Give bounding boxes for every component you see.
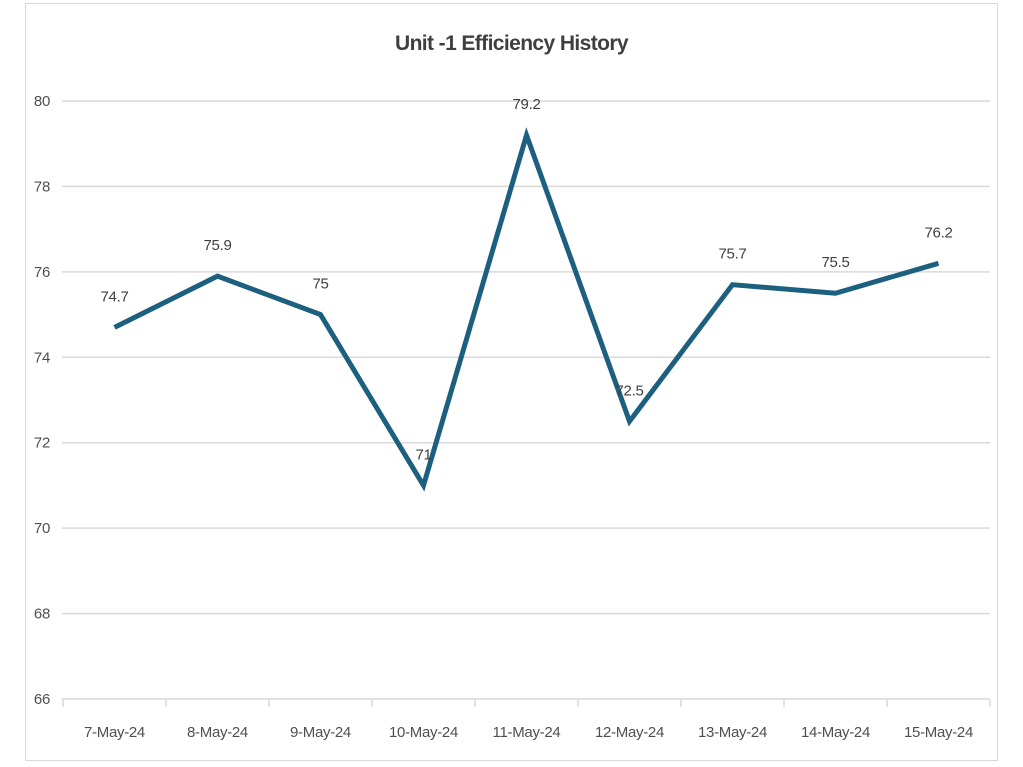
y-axis-tick-label: 68: [34, 606, 50, 623]
y-axis-tick-label: 70: [34, 520, 50, 537]
x-axis-tick-label: 13-May-24: [698, 724, 767, 741]
x-axis-tick-label: 10-May-24: [389, 724, 458, 741]
y-axis-tick-label: 80: [34, 93, 50, 110]
x-axis-tick-label: 15-May-24: [904, 724, 973, 741]
x-axis-tick-label: 7-May-24: [84, 724, 145, 741]
data-point-label: 75.5: [822, 254, 850, 271]
data-point-label: 71: [415, 446, 431, 463]
data-point-label: 75: [312, 276, 328, 293]
x-axis-tick-label: 14-May-24: [801, 724, 870, 741]
chart-border-frame: [25, 3, 998, 761]
x-axis-tick-label: 12-May-24: [595, 724, 664, 741]
data-point-label: 75.7: [719, 246, 747, 263]
y-axis-tick-label: 76: [34, 264, 50, 281]
y-axis-tick-label: 66: [34, 691, 50, 708]
efficiency-line-series: [113, 127, 940, 492]
y-axis-tick-label: 74: [34, 349, 50, 366]
data-point-label: 79.2: [513, 96, 541, 113]
data-point-label: 72.5: [616, 382, 644, 399]
data-point-label: 74.7: [101, 288, 129, 305]
y-axis-tick-label: 78: [34, 178, 50, 195]
data-point-label: 76.2: [925, 224, 953, 241]
x-axis-tick-label: 9-May-24: [290, 724, 351, 741]
x-axis-tick-label: 11-May-24: [493, 724, 561, 741]
x-axis-tick-label: 8-May-24: [187, 724, 248, 741]
y-axis-tick-label: 72: [34, 435, 50, 452]
chart-title: Unit -1 Efficiency History: [395, 32, 629, 55]
data-point-label: 75.9: [204, 237, 232, 254]
